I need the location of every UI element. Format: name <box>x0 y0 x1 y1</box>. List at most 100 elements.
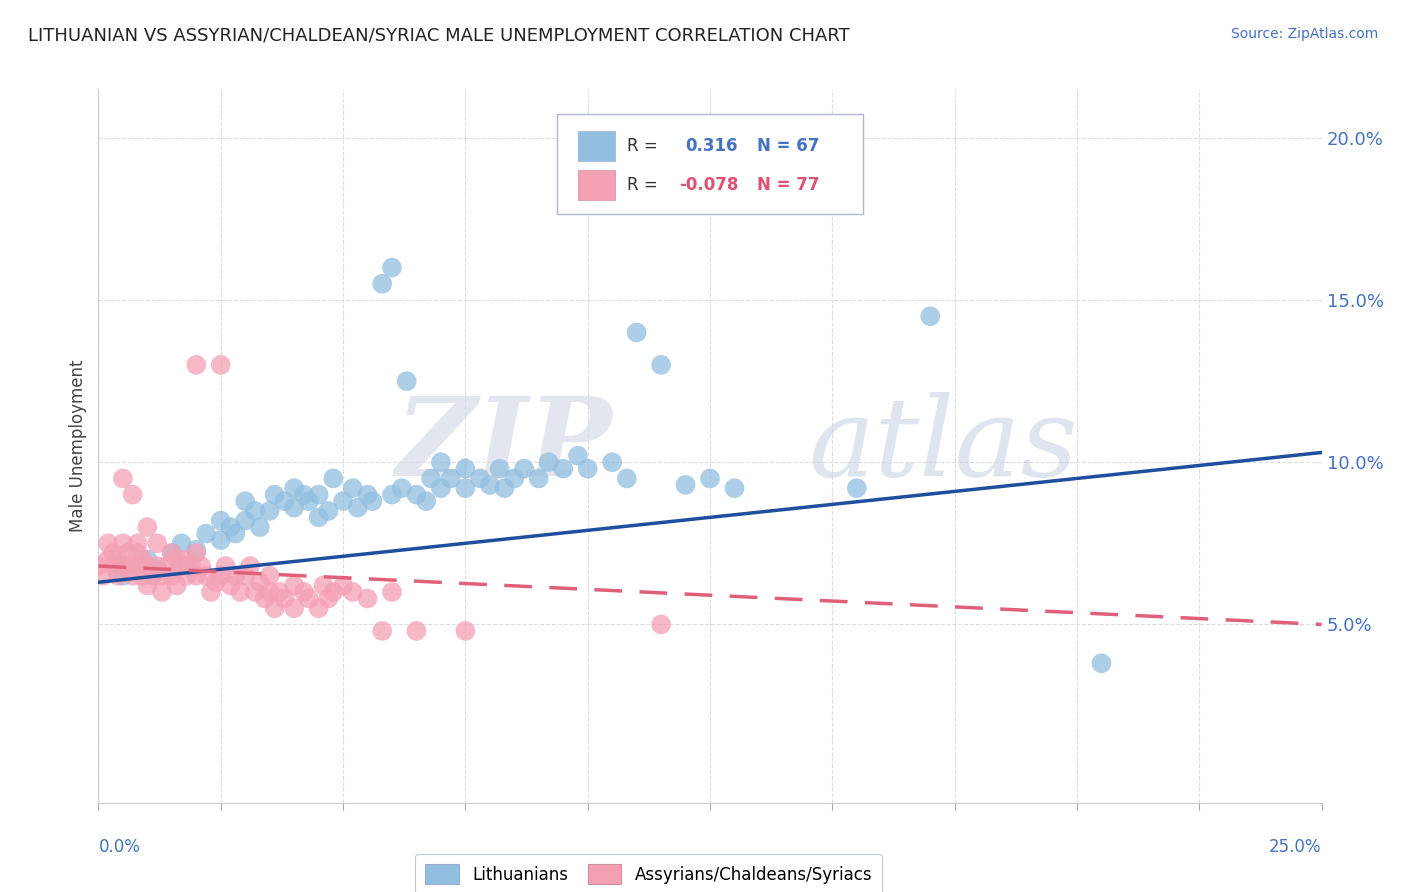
Text: ZIP: ZIP <box>395 392 612 500</box>
Point <box>209 568 232 582</box>
Point <box>356 591 378 606</box>
Point <box>723 481 745 495</box>
Point <box>111 536 134 550</box>
Point <box>318 591 340 606</box>
Point <box>468 471 491 485</box>
Point <box>420 471 443 485</box>
Point <box>283 601 305 615</box>
Point <box>626 326 648 340</box>
Point <box>209 533 232 547</box>
Point <box>160 546 183 560</box>
Point <box>111 568 134 582</box>
Point <box>381 585 404 599</box>
Point <box>101 559 124 574</box>
Point <box>527 471 550 485</box>
Point <box>186 568 208 582</box>
Text: R =: R = <box>627 136 668 154</box>
Point <box>243 585 266 599</box>
Point <box>298 591 321 606</box>
Point <box>454 461 477 475</box>
Point <box>361 494 384 508</box>
Point <box>381 260 404 275</box>
Point <box>150 568 173 582</box>
Point <box>176 559 198 574</box>
Point <box>127 559 149 574</box>
Point <box>616 471 638 485</box>
Text: R =: R = <box>627 176 662 194</box>
Point <box>513 461 536 475</box>
Point <box>121 568 143 582</box>
Text: N = 77: N = 77 <box>756 176 820 194</box>
Point <box>131 568 153 582</box>
Point <box>273 591 295 606</box>
Point <box>259 504 281 518</box>
Point <box>233 494 256 508</box>
Point <box>170 559 193 574</box>
Point <box>186 542 208 557</box>
Point <box>675 478 697 492</box>
Point <box>97 536 120 550</box>
Point <box>454 624 477 638</box>
Point <box>156 559 179 574</box>
Point <box>170 536 193 550</box>
Point <box>263 488 285 502</box>
Point <box>209 358 232 372</box>
Point <box>553 461 575 475</box>
Point <box>127 536 149 550</box>
Point <box>195 526 218 541</box>
Point <box>166 578 188 592</box>
Point <box>1090 657 1112 671</box>
Point <box>219 578 242 592</box>
Point <box>430 455 453 469</box>
Point <box>160 546 183 560</box>
Point <box>488 461 510 475</box>
Point <box>127 546 149 560</box>
Point <box>332 578 354 592</box>
Point <box>107 552 129 566</box>
Point <box>478 478 501 492</box>
Point <box>190 559 212 574</box>
Point <box>298 494 321 508</box>
Point <box>537 455 560 469</box>
Point <box>200 585 222 599</box>
Point <box>141 568 163 582</box>
Point <box>146 562 169 576</box>
Point <box>430 481 453 495</box>
Point <box>233 568 256 582</box>
Point <box>845 481 868 495</box>
Point <box>322 585 344 599</box>
Point <box>415 494 437 508</box>
Point <box>111 471 134 485</box>
Point <box>283 481 305 495</box>
Point <box>209 514 232 528</box>
Point <box>249 520 271 534</box>
Point <box>318 504 340 518</box>
Point <box>454 481 477 495</box>
Point <box>283 500 305 515</box>
Point <box>243 504 266 518</box>
Point <box>283 578 305 592</box>
Point <box>136 559 159 574</box>
Text: 0.0%: 0.0% <box>98 838 141 856</box>
Point <box>356 488 378 502</box>
Point <box>371 277 394 291</box>
Point <box>111 559 134 574</box>
Point <box>214 559 236 574</box>
Point <box>146 536 169 550</box>
Text: 0.316: 0.316 <box>686 136 738 154</box>
Point <box>269 585 291 599</box>
Point <box>503 471 526 485</box>
Point <box>381 488 404 502</box>
Text: 25.0%: 25.0% <box>1270 838 1322 856</box>
Point <box>224 568 246 582</box>
Point <box>308 510 330 524</box>
Point <box>205 575 228 590</box>
Text: -0.078: -0.078 <box>679 176 738 194</box>
Point <box>292 585 315 599</box>
Point <box>91 568 114 582</box>
Point <box>219 520 242 534</box>
Point <box>567 449 589 463</box>
Point <box>117 546 139 560</box>
Point <box>97 552 120 566</box>
Point <box>371 624 394 638</box>
